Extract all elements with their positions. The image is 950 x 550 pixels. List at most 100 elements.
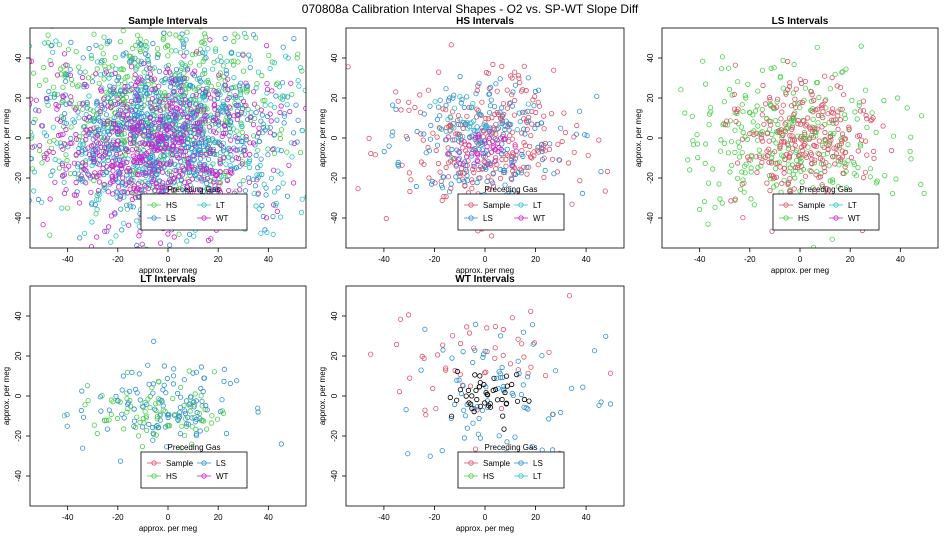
- data-point-hs: [51, 84, 57, 90]
- data-point-lt: [106, 75, 112, 81]
- data-point-wt: [47, 196, 53, 202]
- data-point-sample: [780, 102, 786, 108]
- data-point-hs: [739, 102, 745, 108]
- data-point-sample: [555, 141, 561, 147]
- data-point-ls: [228, 119, 234, 125]
- data-point-wt: [159, 169, 166, 175]
- data-point-hs: [774, 99, 780, 105]
- data-point-wt: [79, 74, 86, 81]
- legend-swatch-point: [783, 215, 789, 221]
- data-point-sample: [540, 146, 546, 152]
- data-point-lt: [220, 99, 226, 105]
- data-point-wt: [76, 200, 83, 206]
- data-point-hs: [115, 81, 122, 87]
- data-point-sample: [784, 141, 791, 147]
- data-point-sample: [777, 144, 783, 150]
- data-point-hs: [814, 44, 820, 50]
- data-point-hs: [835, 184, 842, 190]
- data-point-sample: [607, 370, 614, 376]
- data-point-hs: [139, 403, 145, 409]
- data-point-sample: [801, 118, 807, 124]
- data-point-wt: [132, 72, 138, 78]
- data-point-highlight: [487, 401, 493, 407]
- data-point-ls: [131, 406, 137, 412]
- data-point-wt: [206, 237, 212, 243]
- data-point-wt: [132, 195, 138, 201]
- data-point-ls: [187, 394, 194, 400]
- data-point-ls: [573, 131, 580, 137]
- data-point-ls: [253, 152, 259, 158]
- data-point-lt: [50, 124, 56, 130]
- data-point-hs: [721, 99, 727, 105]
- data-point-ls: [438, 182, 445, 188]
- data-point-hs: [907, 148, 913, 154]
- data-point-wt: [509, 162, 516, 168]
- data-point-ls: [470, 420, 476, 426]
- data-point-wt: [457, 160, 463, 167]
- data-point-sample: [762, 101, 769, 107]
- data-point-ls: [187, 82, 193, 88]
- data-point-wt: [189, 164, 195, 170]
- data-point-sample: [880, 123, 886, 129]
- data-point-lt: [470, 101, 476, 107]
- data-point-ls: [120, 373, 127, 379]
- data-point-wt: [131, 185, 137, 191]
- data-point-wt: [251, 89, 257, 95]
- data-point-sample: [507, 361, 514, 367]
- data-point-lt: [296, 83, 302, 89]
- data-point-hs: [843, 185, 850, 191]
- data-point-sample: [472, 446, 479, 452]
- data-point-wt: [104, 135, 111, 141]
- data-point-ls: [43, 133, 50, 139]
- data-point-ls: [464, 94, 470, 100]
- data-point-sample: [862, 169, 869, 175]
- data-point-lt: [156, 102, 162, 108]
- data-point-hs: [856, 102, 862, 108]
- data-point-ls: [461, 178, 467, 184]
- data-point-sample: [811, 143, 818, 149]
- data-point-lt: [50, 49, 56, 55]
- data-point-ls: [313, 72, 317, 76]
- data-point-ls: [119, 387, 125, 393]
- data-point-lt: [38, 199, 45, 205]
- data-point-lt: [246, 158, 252, 164]
- data-point-wt: [154, 180, 160, 187]
- data-point-wt: [178, 108, 184, 114]
- data-point-ls: [512, 434, 518, 440]
- data-point-wt: [48, 61, 54, 68]
- data-point-wt: [79, 101, 85, 107]
- data-point-sample: [425, 144, 431, 151]
- data-point-ls: [101, 123, 107, 129]
- data-point-lt: [31, 188, 37, 194]
- data-point-lt: [183, 37, 189, 43]
- data-point-ls: [119, 411, 125, 417]
- data-point-ls: [535, 144, 541, 150]
- data-point-wt: [167, 100, 173, 106]
- data-point-ls: [274, 117, 280, 123]
- data-point-wt: [104, 141, 110, 147]
- data-point-wt: [86, 151, 93, 157]
- data-point-ls: [403, 406, 409, 413]
- data-point-hs: [777, 145, 783, 152]
- data-point-sample: [792, 142, 798, 148]
- data-point-hs: [93, 211, 99, 217]
- data-point-sample: [782, 121, 788, 127]
- data-point-ls: [159, 397, 165, 404]
- data-point-sample: [860, 98, 867, 104]
- data-point-ls: [279, 80, 286, 86]
- data-point-hs: [792, 175, 798, 181]
- data-point-lt: [356, 34, 360, 38]
- data-point-hs: [918, 113, 925, 119]
- data-point-hs: [162, 408, 168, 414]
- data-point-wt: [268, 118, 274, 124]
- data-point-ls: [160, 153, 166, 159]
- data-points: [678, 43, 927, 248]
- data-point-sample: [433, 406, 439, 412]
- data-point-sample: [397, 316, 404, 322]
- data-point-lt: [182, 63, 189, 69]
- data-point-sample: [457, 170, 464, 176]
- data-point-ls: [180, 44, 186, 50]
- data-point-lt: [481, 122, 487, 128]
- data-point-sample: [787, 132, 793, 139]
- x-tick-label: 20: [214, 513, 223, 522]
